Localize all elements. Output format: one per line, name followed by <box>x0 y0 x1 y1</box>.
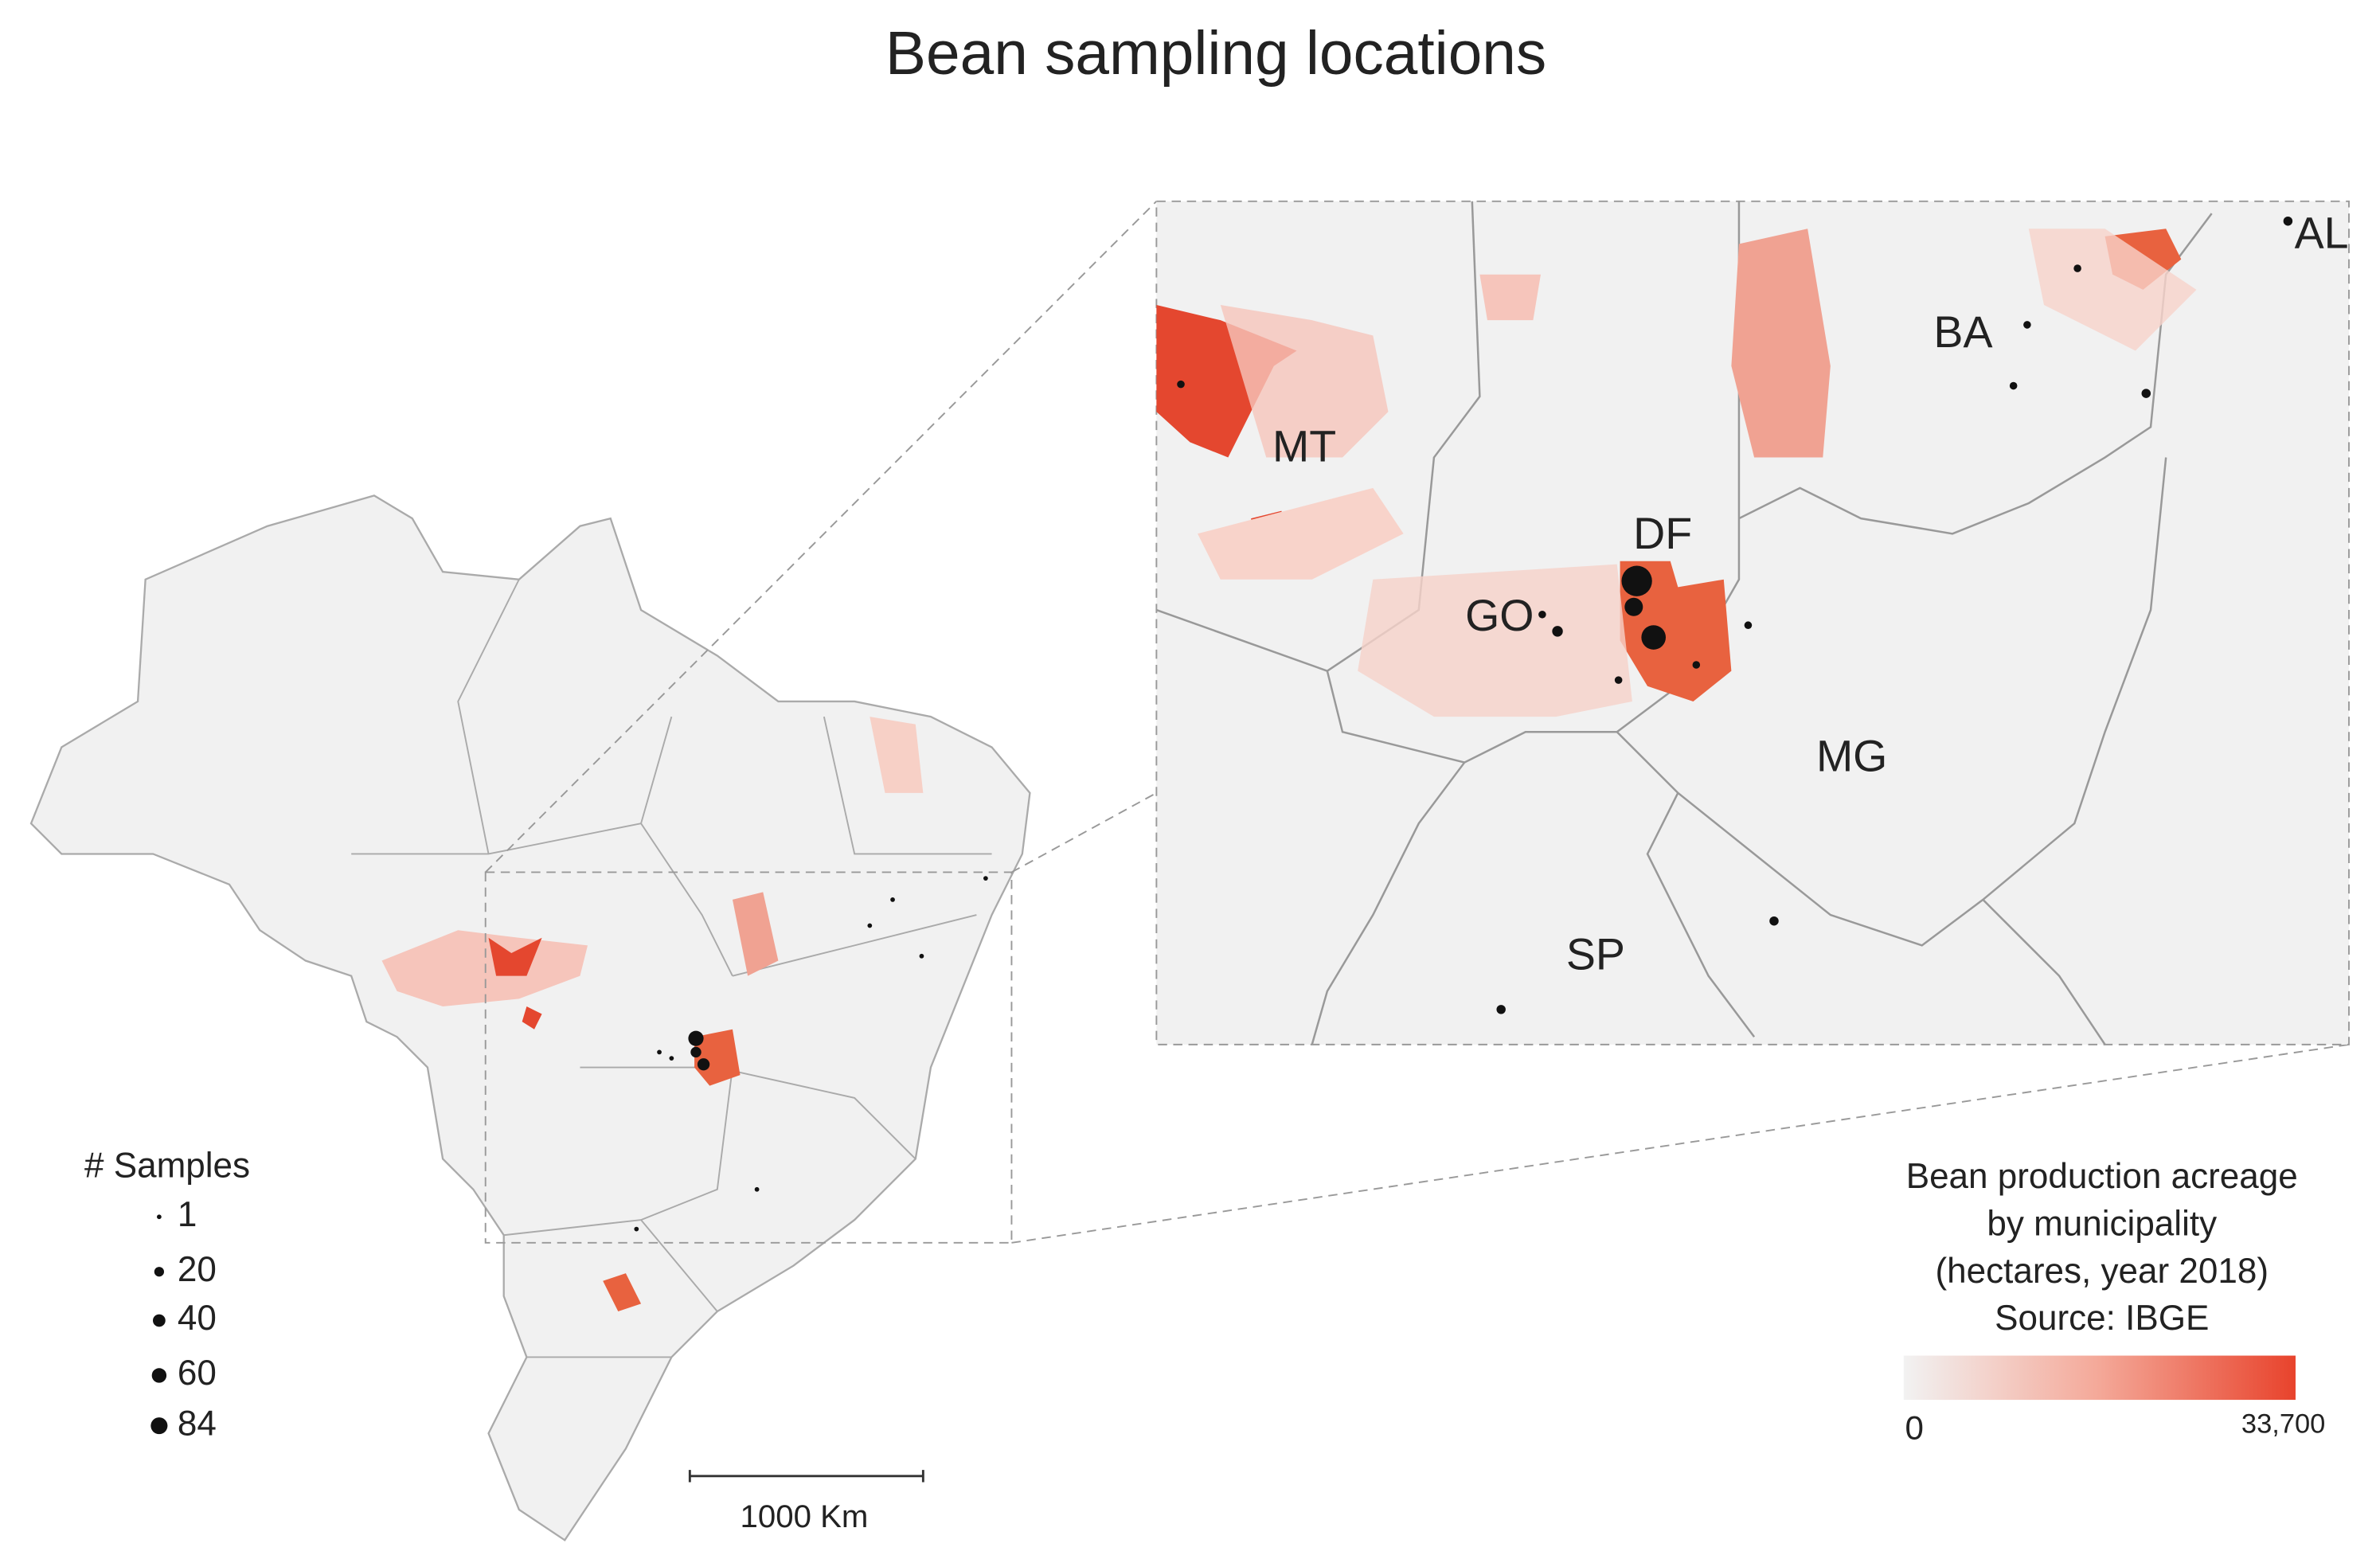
legend-label: 20 <box>178 1250 217 1289</box>
legend-title: # Samples <box>84 1147 250 1186</box>
colorbar <box>1903 1355 2296 1401</box>
state-labels: MT DF GO MG SP BA AL <box>1272 209 2348 979</box>
scale-bar <box>688 1470 924 1483</box>
legend-label: 84 <box>178 1404 217 1443</box>
legend-label: 60 <box>178 1354 217 1393</box>
colorbar-min: 0 <box>1905 1409 1923 1447</box>
colorbar-title-line: Source: IBGE <box>1995 1299 2209 1338</box>
colorbar-title-line: (hectares, year 2018) <box>1935 1252 2269 1291</box>
colorbar-title-line: by municipality <box>1987 1204 2217 1243</box>
legend-dot <box>157 1214 162 1220</box>
scale-bar-label: 1000 Km <box>741 1499 869 1534</box>
colorbar-max: 33,700 <box>2241 1409 2325 1440</box>
colorbar-title: Bean production acreage by municipality (h… <box>1906 1157 2298 1338</box>
colorbar-title-line: Bean production acreage <box>1906 1157 2298 1196</box>
state-label: SP <box>1566 929 1625 979</box>
state-label: MG <box>1816 731 1887 780</box>
sample-legend: 1 20 40 60 84 <box>150 1195 217 1443</box>
state-label: DF <box>1633 509 1692 558</box>
brazil-map <box>29 201 2350 1542</box>
state-label: MT <box>1272 422 1336 471</box>
state-label: BA <box>1933 307 1992 357</box>
legend-dot <box>151 1368 167 1383</box>
legend-dot <box>150 1417 168 1435</box>
legend-dot <box>153 1314 166 1327</box>
legend-label: 40 <box>178 1299 217 1338</box>
title: Bean sampling locations <box>885 20 1546 88</box>
state-label: GO <box>1465 591 1534 640</box>
inset-map <box>1155 200 2350 1045</box>
legend-dot <box>154 1267 164 1277</box>
legend-label: 1 <box>178 1195 197 1234</box>
state-label: AL <box>2295 209 2349 258</box>
